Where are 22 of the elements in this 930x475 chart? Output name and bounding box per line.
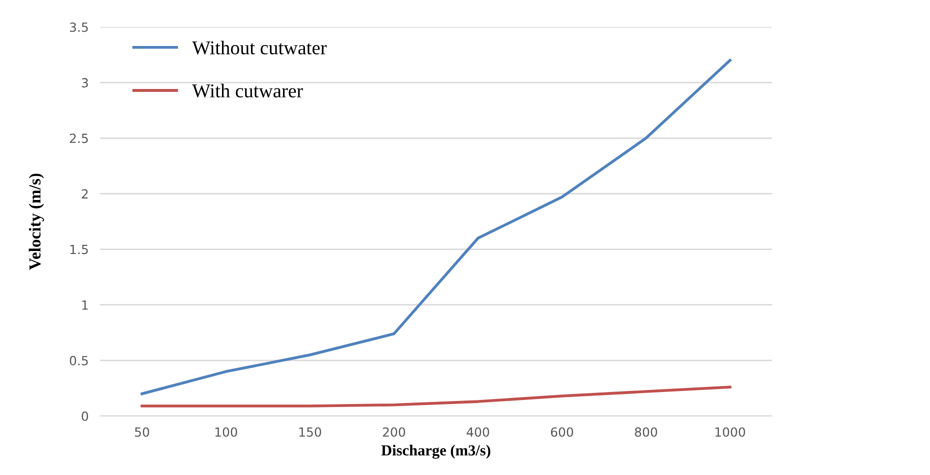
y-tick-label: 0 bbox=[82, 411, 88, 421]
line-series bbox=[140, 58, 732, 396]
x-tick-label: 600 bbox=[550, 427, 574, 437]
x-tick-label: 200 bbox=[382, 427, 406, 437]
x-tick-label: 400 bbox=[466, 427, 490, 437]
line-series bbox=[140, 386, 732, 408]
x-tick-label: 150 bbox=[299, 427, 322, 437]
y-tick-label: 2.5 bbox=[70, 134, 88, 144]
y-tick-label: 1.5 bbox=[70, 244, 88, 254]
y-tick-label: 3.5 bbox=[70, 22, 88, 32]
x-tick-label: 800 bbox=[634, 427, 658, 437]
y-tick-label: 3 bbox=[82, 78, 88, 88]
legend-label: With cutwarer bbox=[192, 84, 303, 98]
x-axis-title: Discharge (m3/s) bbox=[381, 444, 490, 459]
x-tick-label: 1000 bbox=[715, 427, 746, 437]
legend-label: Without cutwater bbox=[192, 40, 327, 55]
x-tick-label: 100 bbox=[215, 427, 238, 437]
x-tick-label: 50 bbox=[135, 427, 150, 437]
y-tick-label: 1 bbox=[82, 300, 88, 310]
y-axis-title: Velocity (m/s) bbox=[28, 174, 44, 270]
y-tick-label: 0.5 bbox=[70, 356, 88, 366]
y-tick-label: 2 bbox=[82, 189, 88, 198]
